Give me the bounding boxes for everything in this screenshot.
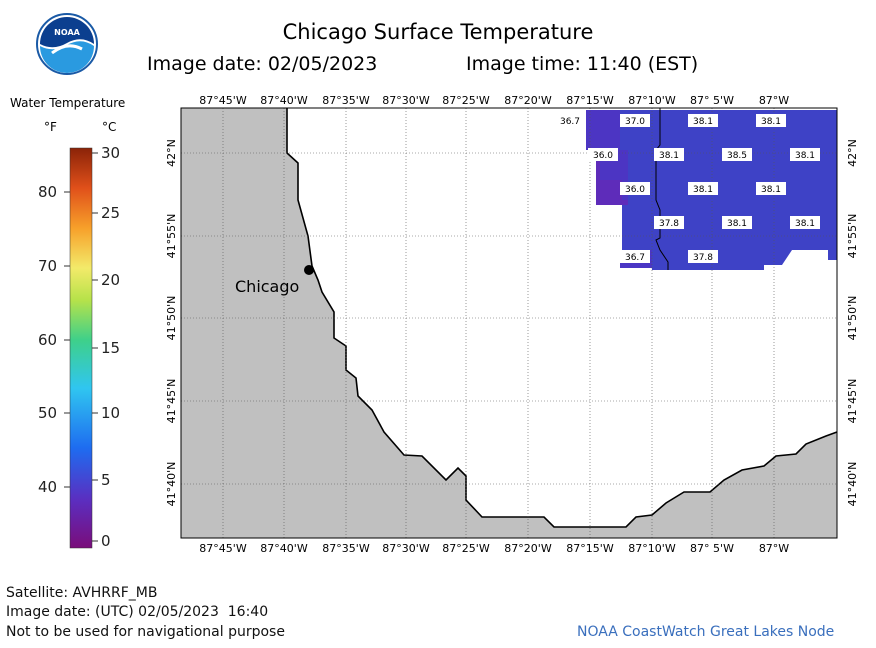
credit-link[interactable]: NOAA CoastWatch Great Lakes Node [577,624,835,640]
unit-fahrenheit: °F [44,120,57,134]
legend-tick-c: 5 [101,471,111,489]
svg-text:NOAA: NOAA [54,28,80,37]
legend-tick-c: 10 [101,404,121,422]
lon-label: 87°30'W [382,542,430,555]
temperature-labels: 36.7 37.0 38.1 38.1 36.0 38.1 38.5 38.1 … [556,114,820,263]
temp-label: 38.1 [795,151,815,161]
image-time: Image time: 11:40 (EST) [466,53,699,75]
legend-tick-c: 20 [101,271,121,289]
temp-label: 38.1 [693,117,713,127]
lon-label: 87°30'W [382,94,430,107]
lon-label: 87°20'W [504,542,552,555]
lon-label: 87°45'W [199,542,247,555]
lat-labels-left: 42°N 41°55'N 41°50'N 41°45'N 41°40'N [165,139,178,506]
lat-label: 41°40'N [165,462,178,507]
lon-labels-top: 87°45'W 87°40'W 87°35'W 87°30'W 87°25'W … [199,94,789,107]
legend-tick-f: 40 [38,478,58,496]
lat-label: 42°N [165,139,178,167]
temp-label: 36.7 [560,117,580,127]
temp-label: 38.1 [693,185,713,195]
lat-label: 41°40'N [846,462,859,507]
utc-date: Image date: (UTC) 02/05/2023 16:40 [6,604,269,620]
lon-label: 87°10'W [628,94,676,107]
lon-label: 87°10'W [628,542,676,555]
lon-labels-bottom: 87°45'W 87°40'W 87°35'W 87°30'W 87°25'W … [199,542,789,555]
temp-label: 36.0 [593,151,613,161]
temp-label: 36.7 [625,253,645,263]
legend-tick-f: 80 [38,183,58,201]
temp-label: 38.5 [727,151,747,161]
legend-tick-f: 60 [38,331,58,349]
temp-label: 37.8 [659,219,679,229]
lat-label: 42°N [846,139,859,167]
lon-label: 87°W [759,94,789,107]
temp-label: 38.1 [795,219,815,229]
lon-label: 87°35'W [322,542,370,555]
city-label: Chicago [235,277,299,296]
lat-labels-right: 42°N 41°55'N 41°50'N 41°45'N 41°40'N [846,139,859,506]
color-scale-bar [64,147,98,549]
unit-celsius: °C [102,120,117,134]
temp-label: 38.1 [761,117,781,127]
temp-label: 38.1 [761,185,781,195]
temp-label: 38.1 [727,219,747,229]
temp-label: 37.8 [693,253,713,263]
legend-tick-c: 25 [101,204,121,222]
lon-label: 87°15'W [566,542,614,555]
lon-label: 87°25'W [442,542,490,555]
image-date: Image date: 02/05/2023 [147,53,378,75]
lon-label: 87°40'W [260,94,308,107]
lon-label: 87°15'W [566,94,614,107]
satellite-info: Satellite: AVHRRF_MB [6,585,158,601]
lat-label: 41°45'N [846,379,859,424]
disclaimer: Not to be used for navigational purpose [6,624,285,640]
legend-tick-c: 0 [101,532,111,550]
lat-label: 41°50'N [846,296,859,341]
lon-label: 87°35'W [322,94,370,107]
land-west [181,108,837,538]
lat-label: 41°50'N [165,296,178,341]
temp-label: 37.0 [625,117,645,127]
lat-label: 41°55'N [846,214,859,259]
lon-label: 87° 5'W [690,94,734,107]
map-border [180,107,838,539]
coastline [286,108,838,528]
legend-tick-c: 15 [101,339,121,357]
chicago-marker-icon [304,265,314,275]
temp-label: 36.0 [625,185,645,195]
legend-tick-c: 30 [101,144,121,162]
lon-label: 87°25'W [442,94,490,107]
lon-label: 87° 5'W [690,542,734,555]
map-title: Chicago Surface Temperature [282,20,594,44]
lon-label: 87°40'W [260,542,308,555]
legend-tick-f: 70 [38,257,58,275]
noaa-logo-icon: NOAA [36,13,98,75]
temp-label: 38.1 [659,151,679,161]
legend-tick-f: 50 [38,404,58,422]
lat-label: 41°55'N [165,214,178,259]
lat-label: 41°45'N [165,379,178,424]
lon-label: 87°W [759,542,789,555]
lon-label: 87°20'W [504,94,552,107]
lon-label: 87°45'W [199,94,247,107]
legend-title: Water Temperature [10,96,126,110]
